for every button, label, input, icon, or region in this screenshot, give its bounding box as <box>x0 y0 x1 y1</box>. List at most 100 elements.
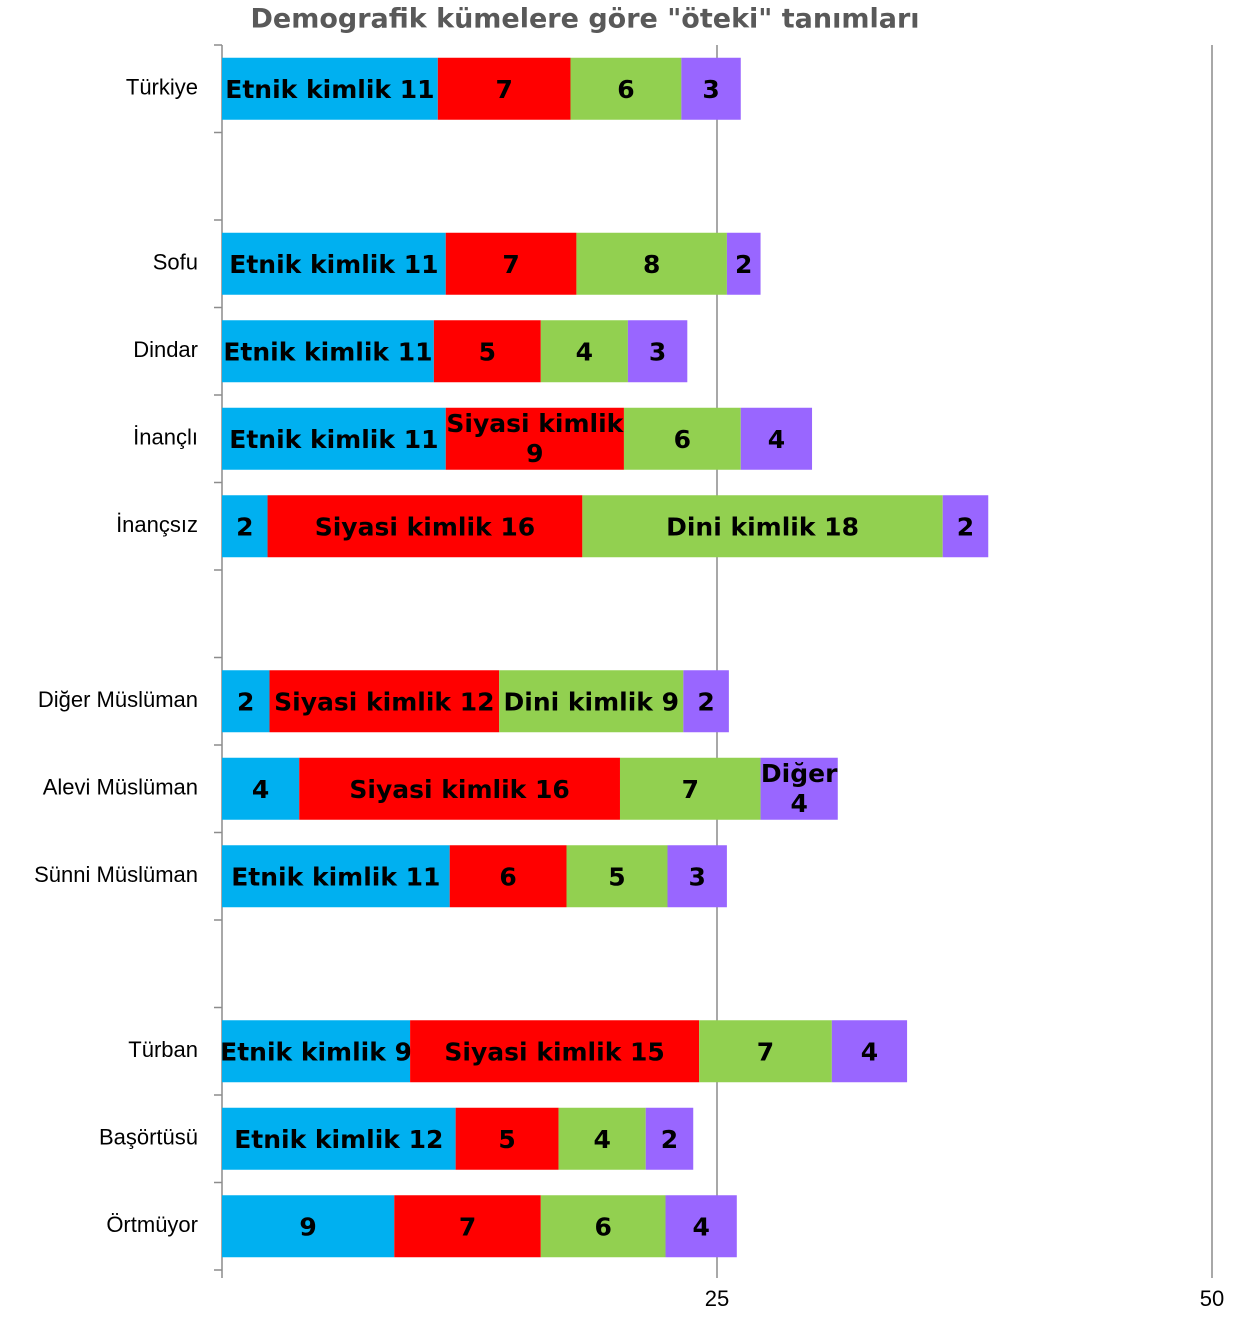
data-label: 2 <box>661 1125 678 1154</box>
data-label: 2 <box>697 687 714 716</box>
bar-segment <box>681 57 741 120</box>
y-tick-label: Türban <box>128 1037 198 1062</box>
bar-segment <box>222 1107 456 1170</box>
bar-segment <box>726 232 761 295</box>
data-label: Siyasi kimlik 15 <box>444 1037 664 1066</box>
bar-segment <box>410 1020 700 1083</box>
bar-segment <box>627 320 688 383</box>
y-tick-label: Alevi Müslüman <box>43 775 198 800</box>
bar-segment <box>222 845 450 908</box>
bar-segment <box>619 757 761 820</box>
data-label: Etnik kimlik 11 <box>225 75 434 104</box>
bar-segment <box>222 670 270 733</box>
y-tick-label: İnançlı <box>133 425 198 450</box>
bar-segment <box>942 495 989 558</box>
data-label: Siyasi kimlik 16 <box>349 775 569 804</box>
data-label: 6 <box>617 75 634 104</box>
data-label: 5 <box>608 862 625 891</box>
bar-segment <box>433 320 541 383</box>
bar-segment <box>269 670 500 733</box>
data-label: 4 <box>768 425 785 454</box>
bar-segment <box>699 1020 832 1083</box>
y-tick-label: Sünni Müslüman <box>34 862 198 887</box>
data-label: 3 <box>702 75 719 104</box>
x-tick-label: 50 <box>1200 1286 1224 1311</box>
bar-segment <box>623 407 741 470</box>
bar-segment <box>222 495 268 558</box>
bar-segment <box>740 407 813 470</box>
bar-segment <box>267 495 583 558</box>
bar-segment <box>831 1020 908 1083</box>
bar-segment <box>667 845 727 908</box>
data-label: 4 <box>252 775 269 804</box>
data-label: 2 <box>957 512 974 541</box>
bar-segment <box>645 1107 694 1170</box>
data-label: 7 <box>495 75 512 104</box>
bar-segment <box>455 1107 559 1170</box>
y-tick-label: Türkiye <box>126 75 198 100</box>
x-tick-label: 25 <box>705 1286 729 1311</box>
y-tick-label: Sofu <box>153 250 198 275</box>
data-label: 4 <box>692 1212 709 1241</box>
data-label: 7 <box>757 1037 774 1066</box>
bar-segment <box>760 757 838 820</box>
data-label: 7 <box>502 250 519 279</box>
data-label: 5 <box>479 337 496 366</box>
bar-segment <box>582 495 943 558</box>
data-label: Etnik kimlik 11 <box>229 425 438 454</box>
data-label: Diğer 4 <box>761 759 838 818</box>
data-label-line: Siyasi kimlik <box>446 409 624 438</box>
y-tick-label: Diğer Müslüman <box>38 687 198 712</box>
data-label-line: Diğer <box>761 759 838 788</box>
bar-segment <box>570 57 682 120</box>
y-tick-label: Örtmüyor <box>106 1212 198 1237</box>
data-label: 4 <box>861 1037 878 1066</box>
y-tick-label: Dindar <box>133 337 198 362</box>
data-label: 4 <box>593 1125 610 1154</box>
bar-segment <box>683 670 729 733</box>
y-tick-label: Başörtüsü <box>99 1125 198 1150</box>
data-label: Etnik kimlik 9 <box>220 1037 412 1066</box>
data-label-line: 4 <box>790 789 807 818</box>
bar-segment <box>222 57 438 120</box>
bar-segment <box>222 407 446 470</box>
bar-segment <box>499 670 684 733</box>
data-label-line: 9 <box>526 439 543 468</box>
data-label: 8 <box>643 250 660 279</box>
bar-segment <box>222 232 446 295</box>
data-label: 9 <box>299 1212 316 1241</box>
data-label: 4 <box>576 337 593 366</box>
bar-segment <box>437 57 571 120</box>
data-label: 6 <box>594 1212 611 1241</box>
bar-segment <box>576 232 727 295</box>
data-label: Dini kimlik 18 <box>666 512 859 541</box>
bar-segment <box>222 757 300 820</box>
bar-segment <box>222 320 434 383</box>
bar-segment <box>222 1020 411 1083</box>
bar-segment <box>558 1107 646 1170</box>
bar-segment <box>222 1195 395 1258</box>
data-label: 2 <box>236 512 253 541</box>
chart-title: Demografik kümelere göre "öteki" tanımla… <box>250 4 919 35</box>
data-label: Etnik kimlik 11 <box>223 337 432 366</box>
data-label: Etnik kimlik 11 <box>229 250 438 279</box>
bar-segment <box>394 1195 541 1258</box>
data-label: 6 <box>674 425 691 454</box>
data-label: 2 <box>237 687 254 716</box>
data-label: 7 <box>682 775 699 804</box>
data-label: 5 <box>498 1125 515 1154</box>
bar-segment <box>445 232 577 295</box>
y-tick-label: İnançsız <box>116 512 198 537</box>
data-label: 7 <box>459 1212 476 1241</box>
bar-segment <box>540 320 628 383</box>
data-label: Dini kimlik 9 <box>504 687 680 716</box>
bar-segment <box>449 845 567 908</box>
data-label: 3 <box>649 337 666 366</box>
bar-segment <box>665 1195 737 1258</box>
data-label: Siyasi kimlik 12 <box>274 687 494 716</box>
bar-segment <box>566 845 668 908</box>
data-label: Siyasi kimlik 9 <box>446 409 624 468</box>
data-label: Etnik kimlik 11 <box>231 862 440 891</box>
bar-segment <box>540 1195 666 1258</box>
